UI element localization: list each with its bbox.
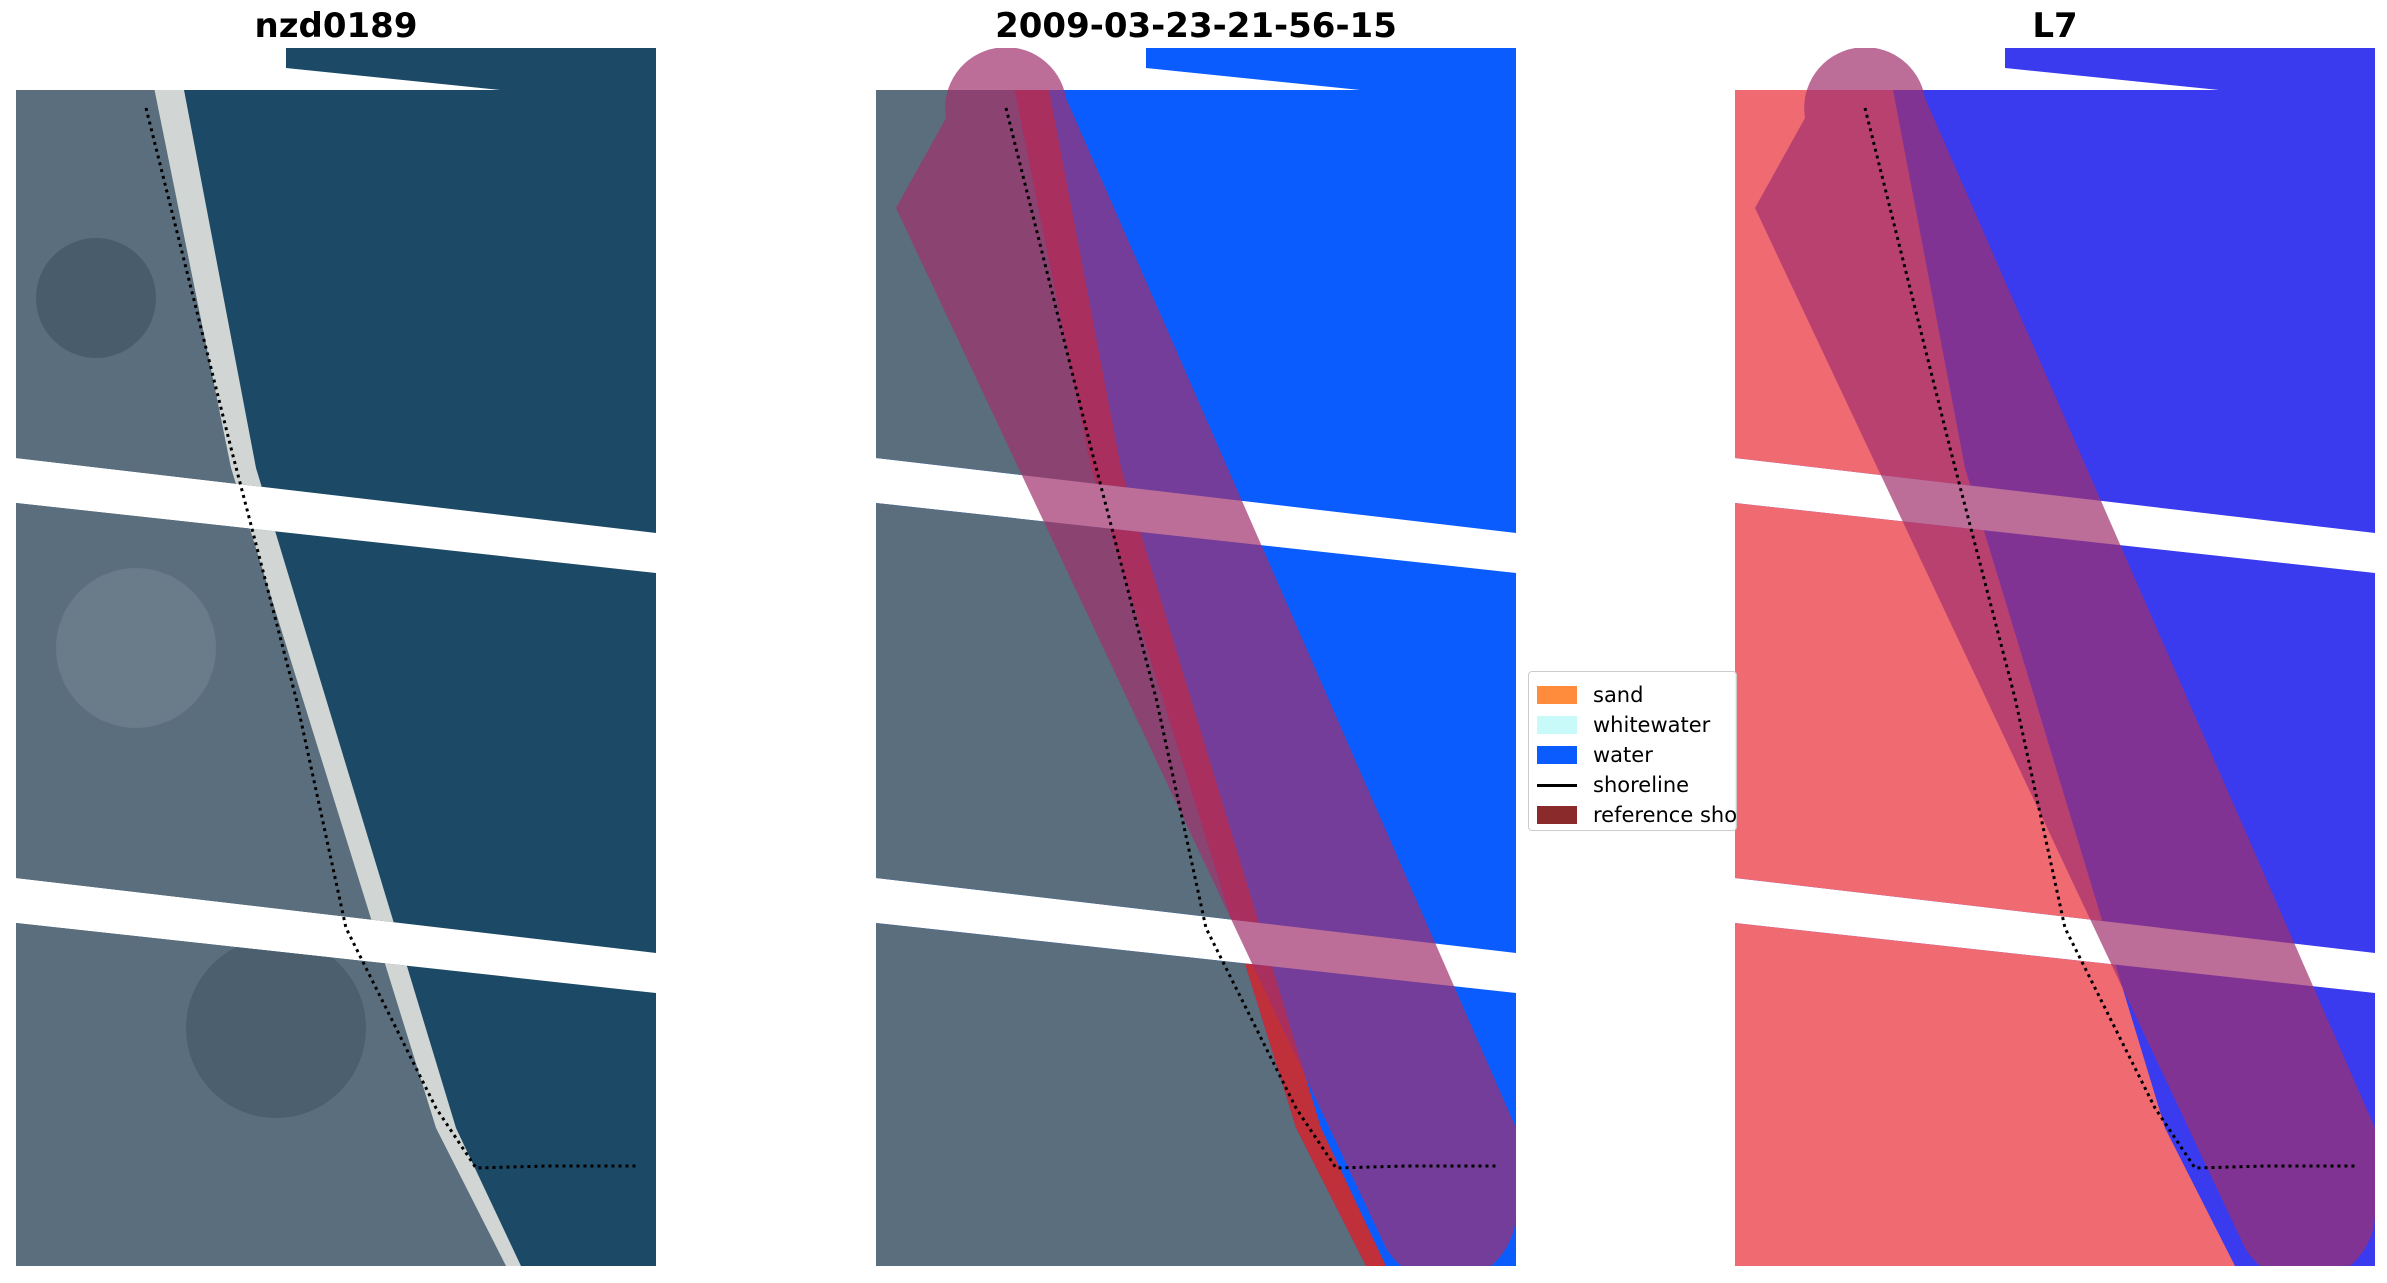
legend-item-sand: sand <box>1537 682 1643 708</box>
panel-title-image: nzd0189 <box>254 6 418 46</box>
legend-item-shoreline: shoreline <box>1537 772 1689 798</box>
shoreline-line-swatch <box>1537 783 1577 787</box>
legend: sand whitewater water shoreline referenc… <box>1528 671 1737 831</box>
legend-item-reference-shoreline: reference shoreline buffer <box>1537 802 1736 828</box>
panel-title-date: 2009-03-23-21-56-15 <box>995 6 1397 46</box>
index-image-panel <box>1735 48 2375 1266</box>
legend-item-water: water <box>1537 742 1653 768</box>
rgb-image-panel <box>16 48 656 1266</box>
reference-shoreline-swatch <box>1537 806 1577 824</box>
sand-swatch <box>1537 686 1577 704</box>
panel-title-satellite: L7 <box>2032 6 2078 46</box>
classified-image-panel <box>876 48 1516 1266</box>
water-swatch <box>1537 746 1577 764</box>
legend-item-whitewater: whitewater <box>1537 712 1710 738</box>
whitewater-swatch <box>1537 716 1577 734</box>
